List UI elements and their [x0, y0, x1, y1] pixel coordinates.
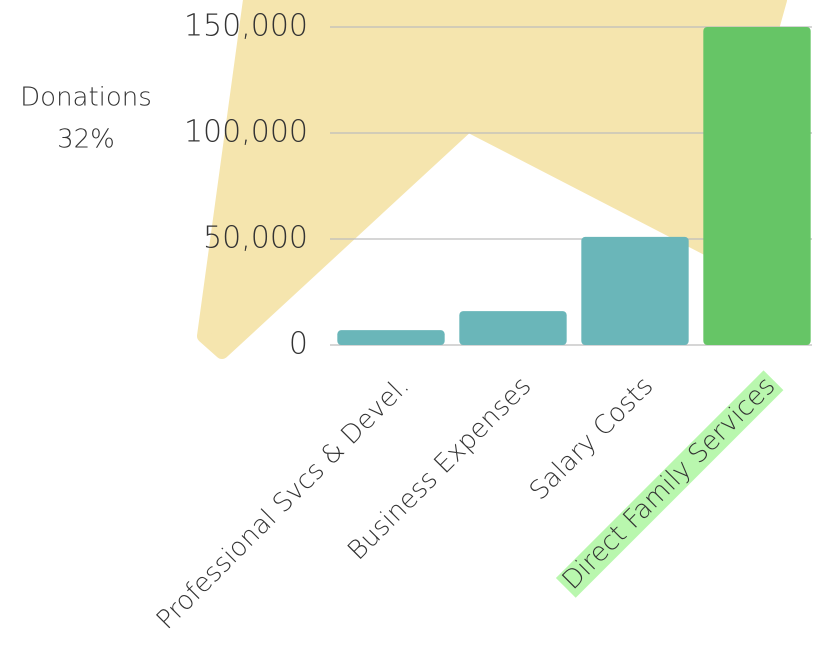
- x-tick-label: Direct Family Services: [557, 371, 782, 596]
- bar: [703, 27, 811, 345]
- y-tick-label: 150,000: [184, 9, 308, 44]
- x-tick-label: Salary Costs: [524, 371, 659, 506]
- x-tick-label: Professional Svcs & Devel.: [151, 371, 415, 635]
- background-star: [197, 0, 787, 359]
- x-tick: Salary Costs: [524, 371, 659, 506]
- annotation: Donations: [20, 83, 152, 113]
- annotation: 32%: [57, 125, 115, 155]
- label-highlight: [555, 370, 784, 598]
- x-tick: Professional Svcs & Devel.: [151, 371, 415, 635]
- y-tick-label: 100,000: [184, 115, 308, 150]
- x-tick: Direct Family Services: [555, 370, 784, 598]
- y-tick-label: 0: [289, 327, 308, 362]
- bar: [581, 236, 689, 345]
- y-tick-label: 50,000: [203, 221, 308, 256]
- bar: [459, 311, 567, 345]
- bar: [337, 330, 445, 345]
